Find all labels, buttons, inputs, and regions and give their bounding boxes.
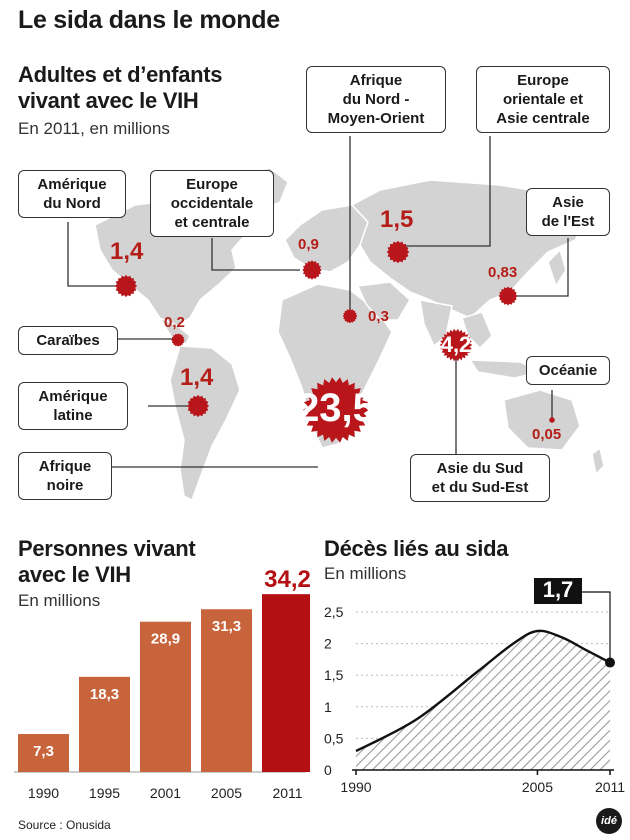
bar-1990 xyxy=(18,734,69,772)
burst-2 xyxy=(342,308,358,324)
area-ytick-2: 1 xyxy=(324,699,332,715)
area-ytick-3: 1,5 xyxy=(324,667,344,683)
leader-europe-occ xyxy=(211,238,300,271)
bar-tick-2011: 2011 xyxy=(272,785,302,801)
continent-new-zealand xyxy=(591,446,605,476)
page-title: Le sida dans le monde xyxy=(18,6,280,34)
label-afrique-du-nord: Afrique du Nord - Moyen-Orient xyxy=(306,66,446,133)
bar-2011 xyxy=(262,594,310,772)
leader-lines xyxy=(67,136,569,468)
leader-asie-est xyxy=(508,238,569,297)
area-line xyxy=(355,629,611,753)
area-chart-title: Décès liés au sida xyxy=(324,536,509,561)
map-title: Adultes et d’enfants vivant avec le VIH xyxy=(18,62,223,114)
area-xtick-2011: 2011 xyxy=(595,779,625,795)
label-asie-du-sud: Asie du Sud et du Sud-Est xyxy=(410,454,550,502)
area-chart-subtitle: En millions xyxy=(324,564,407,583)
bar-tick-1995: 1995 xyxy=(89,785,120,801)
area-ytick-4: 2 xyxy=(324,636,332,652)
label-amerique-du-nord: Amérique du Nord xyxy=(18,170,126,218)
label-amerique-latine: Amérique latine xyxy=(18,382,128,430)
continent-southeast-asia xyxy=(461,311,493,350)
continent-australia xyxy=(503,389,581,451)
value-asie-de-l-est: 0,83 xyxy=(488,264,518,281)
source-note: Source : Onusida xyxy=(18,818,111,832)
label-europe-occidentale: Europe occidentale et centrale xyxy=(150,170,274,237)
map-subtitle: En 2011, en millions xyxy=(18,119,170,138)
ide-logo: idé xyxy=(596,808,622,834)
continent-japan xyxy=(547,248,567,288)
bar-chart: 7,3 1990 18,3 1995 28,9 2001 31,3 2005 34,2 2011 xyxy=(14,566,310,801)
continent-south-america xyxy=(169,345,241,502)
bar-tick-1990: 1990 xyxy=(28,785,59,801)
bar-value-label-2011: 34,2 xyxy=(264,566,310,593)
label-asie-de-l-est: Asie de l'Est xyxy=(526,188,610,236)
highlight-leader xyxy=(582,591,611,663)
burst-3 xyxy=(386,240,410,264)
bar-value-label-1990: 7,3 xyxy=(33,743,54,760)
burst-9 xyxy=(439,328,473,362)
value-amerique-du-nord: 1,4 xyxy=(110,238,144,265)
area-chart: 0 0,5 1 1,5 2 2,5 1990 2005 2011 1,7 xyxy=(324,578,625,795)
area-ytick-5: 2,5 xyxy=(324,604,344,620)
value-europe-occidentale: 0,9 xyxy=(298,236,319,253)
bar-value-label-1995: 18,3 xyxy=(90,686,119,703)
bar-2005 xyxy=(201,609,252,772)
bar-chart-title: Personnes vivant avec le VIH xyxy=(18,536,196,588)
label-oceanie: Océanie xyxy=(526,356,610,385)
area-fill xyxy=(356,630,610,770)
value-oceanie: 0,05 xyxy=(532,426,562,443)
bar-2001 xyxy=(140,621,191,772)
leader-europe-or xyxy=(398,136,491,247)
bar-tick-2005: 2005 xyxy=(211,785,242,801)
bar-tick-2001: 2001 xyxy=(150,785,181,801)
highlight-callout-box xyxy=(534,578,582,604)
burst-1 xyxy=(302,260,322,280)
burst-6 xyxy=(186,394,210,418)
value-asie-du-sud: 4,2 xyxy=(440,332,472,357)
continent-middle-east xyxy=(356,281,411,321)
bar-value-label-2005: 31,3 xyxy=(212,618,241,635)
label-caraibes: Caraïbes xyxy=(18,326,118,355)
burst-8 xyxy=(302,377,370,443)
value-amerique-latine: 1,4 xyxy=(180,364,214,391)
burst-7 xyxy=(549,417,555,423)
highlight-point xyxy=(605,657,615,668)
bar-chart-subtitle: En millions xyxy=(18,591,101,610)
burst-5 xyxy=(171,333,185,347)
burst-0 xyxy=(114,274,138,298)
bar-title-line2: avec le VIH xyxy=(18,562,131,587)
bar-value-label-2001: 28,9 xyxy=(151,631,180,648)
bursts xyxy=(114,240,555,443)
area-xtick-2005: 2005 xyxy=(522,779,553,795)
value-europe-orientale: 1,5 xyxy=(380,206,414,233)
bar-1995 xyxy=(79,676,130,772)
label-europe-orientale: Europe orientale et Asie centrale xyxy=(476,66,610,133)
highlight-callout-label: 1,7 xyxy=(543,578,574,602)
label-afrique-noire: Afrique noire xyxy=(18,452,112,500)
area-ytick-0: 0 xyxy=(324,762,332,778)
bar-title-line1: Personnes vivant xyxy=(18,536,196,561)
value-caraibes: 0,2 xyxy=(164,314,185,331)
value-afrique-du-nord: 0,3 xyxy=(368,308,389,325)
area-ytick-1: 0,5 xyxy=(324,730,344,746)
burst-4 xyxy=(498,286,518,306)
map-title-line2: vivant avec le VIH xyxy=(18,88,199,113)
value-afrique-noire: 23,5 xyxy=(297,386,375,430)
map-title-line1: Adultes et d’enfants xyxy=(18,62,223,87)
area-xtick-1990: 1990 xyxy=(340,779,371,795)
leader-amerique-du-nord xyxy=(67,222,126,287)
